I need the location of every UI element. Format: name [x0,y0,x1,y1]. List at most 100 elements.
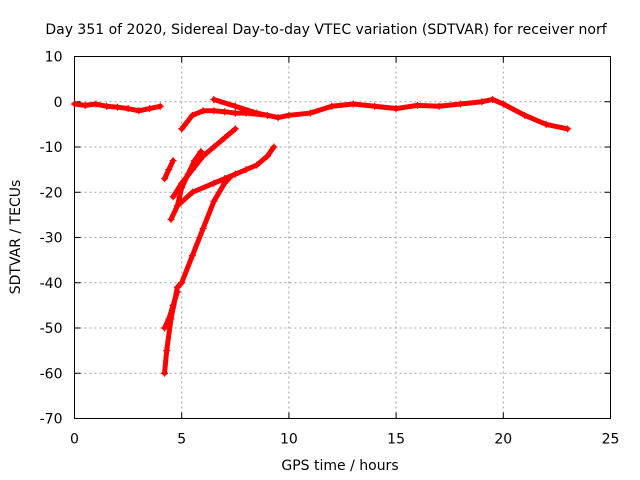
series-trace-rise-c [173,143,278,210]
chart-title: Day 351 of 2020, Sidereal Day-to-day VTE… [45,22,607,38]
series-trace [162,289,180,331]
series-trace-upper-early [178,107,271,133]
x-tick-label: 5 [177,432,186,448]
data-point [478,98,486,106]
x-tick-label: 15 [387,432,405,448]
series-trace-near-zero-early [71,100,164,115]
data-point [210,107,218,115]
data-point [542,120,550,128]
series-trace [168,149,204,222]
data-point [169,301,177,309]
x-tick-labels: 0 5 10 15 20 25 [70,432,619,448]
data-point [242,109,250,117]
data-point [71,100,78,108]
data-point [191,157,199,165]
data-point [274,114,282,122]
data-point [163,347,171,355]
data-point [521,111,529,119]
y-tick-label: -70 [40,412,63,428]
data-point [210,143,218,151]
data-point [161,175,169,183]
data-point [221,108,229,116]
data-series [71,95,572,377]
series-trace-steep [161,175,233,377]
data-point [165,315,173,323]
series-trace [162,176,232,376]
y-tick-label: -30 [40,231,63,247]
data-point [169,157,177,165]
y-tick-label: -10 [40,140,63,156]
data-point [210,95,218,103]
data-point [349,100,357,108]
data-point [167,215,175,223]
data-point [210,179,218,187]
data-point [124,105,132,113]
y-tick-label: -50 [40,321,63,337]
data-point [156,102,164,110]
series-trace-steep-branch [161,288,181,332]
data-point [456,100,464,108]
data-point [199,107,207,115]
data-point [270,143,278,151]
data-point [173,288,181,296]
axis-ticks [74,56,611,419]
data-point [499,100,507,108]
data-point [169,193,177,201]
series-trace-main-zero [210,95,572,133]
data-point [231,102,239,110]
y-axis-label: SDTVAR / TECUs [8,180,24,295]
data-point [161,324,169,332]
data-point [188,252,196,260]
data-point [135,107,143,115]
data-point [92,100,100,108]
data-point [178,125,186,133]
data-point [184,170,192,178]
data-point [146,105,154,113]
y-tick-label: -20 [40,185,63,201]
series-trace [174,144,277,209]
data-point [242,166,250,174]
data-point [231,170,239,178]
data-point [225,175,233,183]
data-point [371,102,379,110]
data-point [173,202,181,210]
data-point [435,102,443,110]
data-point [81,101,89,109]
x-tick-label: 10 [280,432,298,448]
data-point [210,197,218,205]
data-point [188,111,196,119]
data-point [197,148,205,156]
y-tick-label: -40 [40,276,63,292]
grid-lines [74,56,611,419]
data-point [221,134,229,142]
data-point [188,188,196,196]
data-point [231,109,239,117]
y-tick-label: 0 [54,95,63,111]
data-point [199,224,207,232]
y-tick-label: 10 [45,50,63,66]
data-point [161,369,169,377]
data-point [489,95,497,103]
data-point [113,103,121,111]
data-point [178,184,186,192]
data-point [253,161,261,169]
data-point [231,125,239,133]
series-trace-short [161,157,177,183]
data-point [263,152,271,160]
data-point [392,105,400,113]
data-point [306,109,314,117]
y-tick-label: -60 [40,366,63,382]
data-point [221,179,229,187]
data-point [263,111,271,119]
data-point [285,111,293,119]
x-tick-label: 20 [494,432,512,448]
data-point [103,102,111,110]
data-point [178,279,186,287]
x-tick-label: 25 [602,432,620,448]
data-point [564,125,572,133]
x-axis-label: GPS time / hours [281,458,398,474]
y-tick-labels: 10 0 -10 -20 -30 -40 -50 -60 -70 [40,50,63,428]
x-tick-label: 0 [70,432,79,448]
data-point [328,102,336,110]
